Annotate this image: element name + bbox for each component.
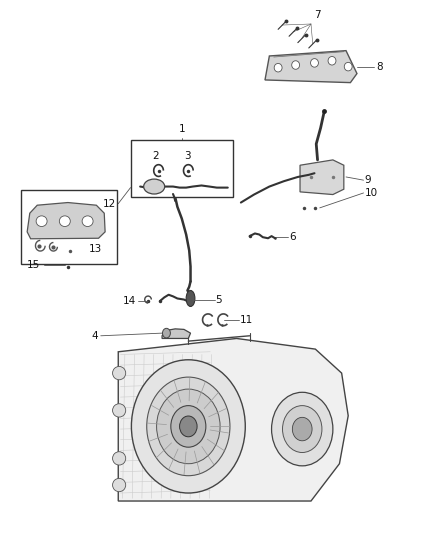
Text: 14: 14 <box>123 296 136 306</box>
Ellipse shape <box>36 216 47 227</box>
Ellipse shape <box>292 61 300 69</box>
Ellipse shape <box>113 404 126 417</box>
Ellipse shape <box>157 389 220 464</box>
Ellipse shape <box>283 406 322 453</box>
Ellipse shape <box>131 360 245 493</box>
Ellipse shape <box>180 416 197 437</box>
Ellipse shape <box>113 367 126 379</box>
Text: 1: 1 <box>178 124 185 134</box>
Text: 11: 11 <box>240 315 253 325</box>
FancyBboxPatch shape <box>21 190 117 264</box>
Polygon shape <box>118 338 348 501</box>
Text: 4: 4 <box>92 331 99 341</box>
Ellipse shape <box>113 479 126 491</box>
Ellipse shape <box>272 392 333 466</box>
Ellipse shape <box>162 328 170 338</box>
Text: 3: 3 <box>184 151 191 161</box>
Ellipse shape <box>144 179 165 194</box>
Polygon shape <box>27 203 105 239</box>
Text: 13: 13 <box>88 244 102 254</box>
Ellipse shape <box>82 216 93 227</box>
Ellipse shape <box>311 59 318 67</box>
Ellipse shape <box>113 452 126 465</box>
Ellipse shape <box>292 417 312 441</box>
Ellipse shape <box>186 290 195 306</box>
Text: 10: 10 <box>364 188 378 198</box>
Text: 8: 8 <box>376 62 382 71</box>
FancyBboxPatch shape <box>131 140 233 197</box>
Text: 15: 15 <box>27 261 40 270</box>
Ellipse shape <box>344 62 352 71</box>
Polygon shape <box>300 160 344 195</box>
Text: 5: 5 <box>215 295 222 304</box>
Ellipse shape <box>147 377 230 475</box>
Ellipse shape <box>59 216 70 227</box>
Ellipse shape <box>171 406 206 447</box>
Text: 6: 6 <box>289 232 296 242</box>
Polygon shape <box>162 329 191 338</box>
Ellipse shape <box>274 63 282 72</box>
Text: 2: 2 <box>152 151 159 161</box>
Text: 7: 7 <box>314 10 321 20</box>
Text: 9: 9 <box>364 175 371 185</box>
Ellipse shape <box>328 56 336 65</box>
Text: 12: 12 <box>103 199 116 208</box>
Polygon shape <box>265 51 357 83</box>
